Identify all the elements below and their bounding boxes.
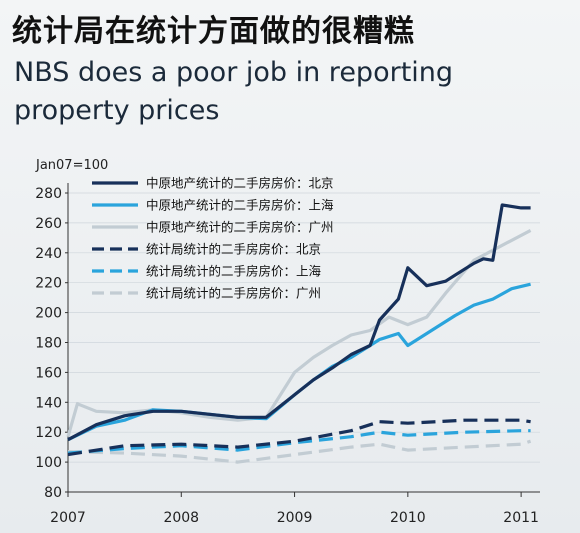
y-tick-label: 80 [44, 485, 62, 501]
series-lines [66, 203, 532, 464]
y-tick-label: 240 [35, 246, 62, 262]
x-tick-label: 2011 [503, 510, 539, 526]
legend-label: 统计局统计的二手房房价：广州 [146, 286, 321, 301]
y-tick-label: 280 [35, 186, 62, 202]
series-line-4 [67, 418, 531, 457]
y-tick-label: 140 [35, 395, 62, 411]
legend: 中原地产统计的二手房房价：北京中原地产统计的二手房房价：上海中原地产统计的二手房… [92, 176, 334, 301]
chart-title-chinese: 统计局在统计方面做的很糟糕 [12, 14, 415, 49]
y-tick-label: 120 [35, 425, 62, 441]
y-tick-label: 160 [35, 365, 62, 381]
y-tick-label: 180 [35, 336, 62, 352]
y-tick-label: 260 [35, 216, 62, 232]
series-line-6 [67, 439, 532, 464]
series-line-3 [66, 228, 532, 438]
x-tick-label: 2010 [390, 510, 426, 526]
chart-title-english: NBS does a poor job in reporting propert… [14, 57, 454, 126]
legend-label: 中原地产统计的二手房房价：上海 [146, 198, 334, 213]
series-line-5 [67, 429, 531, 455]
axes: 80 100 120 140 160 180 200 220 240 260 280 2007 2008… [35, 183, 540, 526]
y-tick-label: 220 [35, 276, 62, 292]
legend-label: 中原地产统计的二手房房价：北京 [146, 176, 334, 191]
y-tick-label: 100 [35, 455, 62, 471]
series-line-1 [67, 203, 531, 442]
legend-label: 统计局统计的二手房房价：上海 [146, 264, 322, 279]
y-tick-label: 200 [35, 306, 62, 322]
series-line-2 [67, 282, 531, 442]
x-tick-label: 2009 [277, 510, 313, 526]
legend-label: 统计局统计的二手房房价：北京 [146, 242, 321, 257]
legend-label: 中原地产统计的二手房房价：广州 [146, 220, 334, 235]
y-axis-unit-label: Jan07=100 [36, 158, 109, 173]
x-tick-label: 2007 [50, 510, 86, 526]
x-tick-label: 2008 [163, 510, 199, 526]
